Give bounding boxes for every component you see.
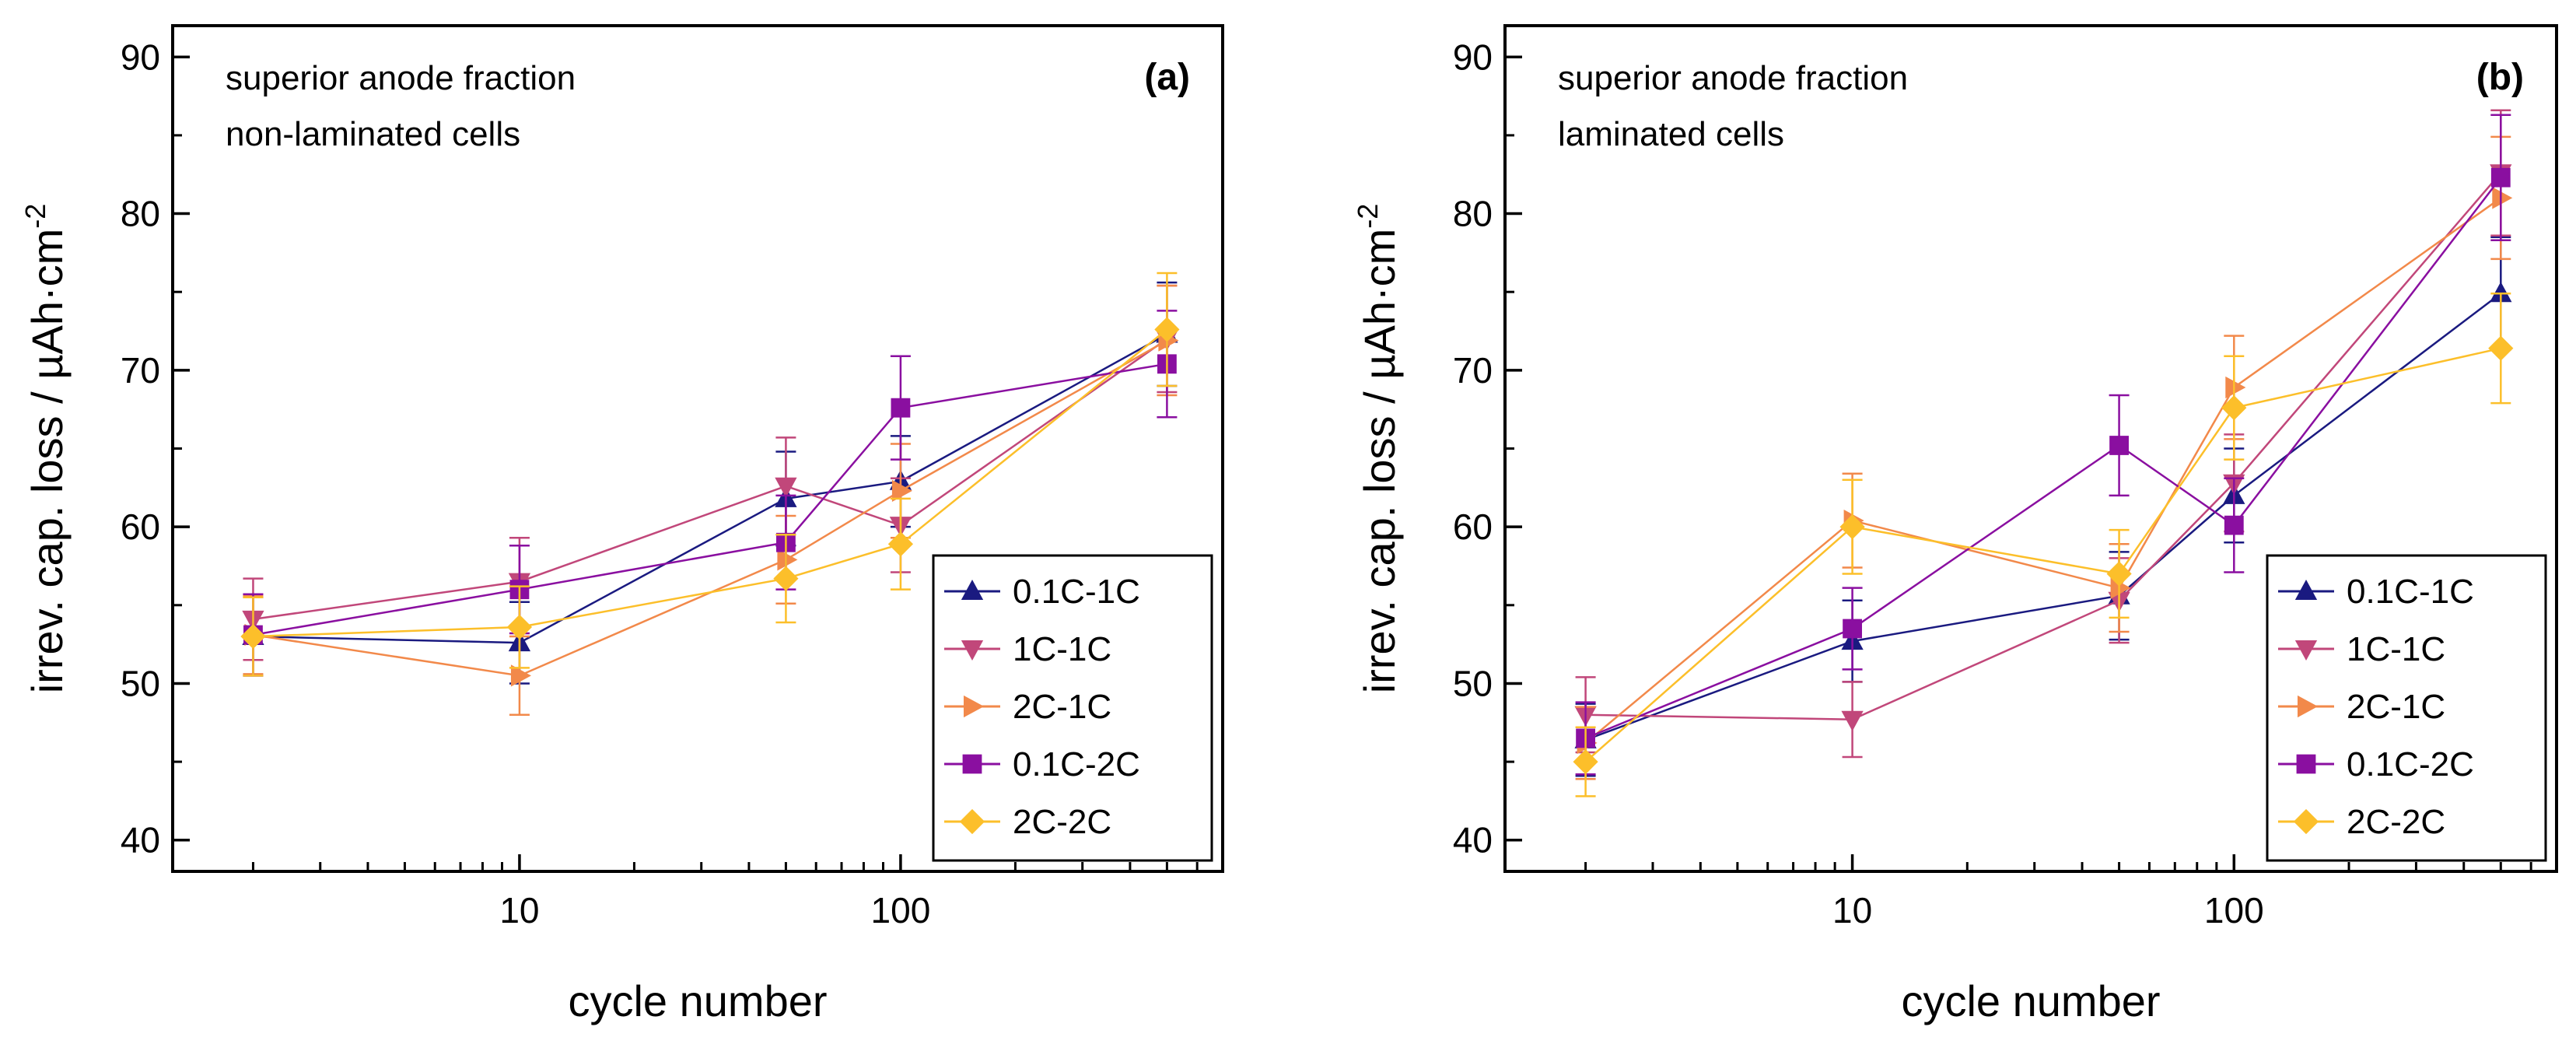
legend-item: 1C-1C [2278, 630, 2445, 668]
data-point [1573, 748, 1598, 775]
y-tick-label: 90 [1453, 37, 1493, 77]
x-axis-label: cycle number [568, 976, 827, 1025]
data-point [2490, 167, 2511, 188]
data-point [891, 479, 912, 502]
y-tick-label: 80 [1453, 194, 1493, 234]
y-axis-label-superscript: -2 [1352, 204, 1384, 229]
y-tick-label: 40 [121, 820, 160, 860]
series-2C-2C [1573, 292, 2514, 797]
data-point [2221, 395, 2247, 421]
y-tick-label: 90 [121, 37, 160, 77]
data-point [2225, 376, 2246, 399]
y-tick-label: 80 [121, 194, 160, 234]
y-axis-label-text: irrev. cap. loss / µAh·cm [1355, 229, 1404, 694]
data-point [773, 566, 799, 591]
legend-marker [959, 808, 985, 835]
legend-label: 2C-2C [2347, 803, 2445, 841]
legend-label: 2C-1C [2347, 688, 2445, 726]
data-point [1841, 710, 1864, 731]
y-tick-label: 50 [121, 663, 160, 703]
y-tick-label: 60 [1453, 506, 1493, 547]
y-axis-label-superscript: -2 [19, 204, 51, 229]
x-axis-label: cycle number [1901, 976, 2160, 1025]
y-tick-label: 70 [1453, 350, 1493, 391]
legend-item: 2C-2C [944, 803, 1111, 841]
data-point [775, 477, 797, 498]
y-tick-label: 50 [1453, 663, 1493, 703]
data-point [2492, 187, 2513, 209]
legend-item: 1C-1C [944, 630, 1111, 668]
legend-marker [962, 754, 982, 774]
legend-label: 2C-2C [1013, 803, 1111, 841]
legend-label: 1C-1C [2347, 630, 2445, 668]
legend-label: 0.1C-2C [2347, 745, 2474, 783]
series-0.1C-2C [1575, 114, 2511, 776]
y-axis-label: irrev. cap. loss / µAh·cm-2 [19, 204, 72, 694]
legend-item: 0.1C-1C [944, 573, 1140, 611]
y-tick-label: 40 [1453, 820, 1493, 860]
legend-marker [964, 695, 985, 718]
data-point [891, 398, 911, 418]
legend-marker [2294, 640, 2318, 661]
legend: 0.1C-1C 1C-1C 2C-1C 0.1C-2C 2C-2C [932, 554, 1213, 862]
legend-marker [961, 579, 984, 600]
legend-marker [2294, 579, 2318, 600]
data-point [510, 664, 531, 687]
data-point [887, 531, 914, 557]
y-tick-label: 70 [121, 350, 160, 391]
legend-marker [2293, 808, 2319, 835]
data-point [506, 614, 533, 640]
data-point [1839, 514, 1865, 540]
data-point [1843, 619, 1862, 639]
data-point [1154, 317, 1180, 342]
data-point [2224, 515, 2244, 535]
data-point [777, 549, 798, 571]
y-axis-label-text: irrev. cap. loss / µAh·cm [23, 229, 72, 694]
legend-label: 0.1C-1C [1013, 573, 1140, 611]
legend-label: 0.1C-1C [2347, 573, 2474, 611]
legend-item: 2C-1C [944, 688, 1111, 726]
data-point [2488, 335, 2514, 361]
chart-panel-a: 10 100 40 50 60 70 80 90 cycle number irrev. cap.… [19, 24, 1224, 1025]
legend-label: 0.1C-2C [1013, 745, 1140, 783]
panel-tag: (a) [1144, 57, 1190, 98]
legend-label: 1C-1C [1013, 630, 1111, 668]
x-tick-label: 100 [2204, 890, 2264, 931]
legend-item: 2C-1C [2278, 688, 2445, 726]
legend: 0.1C-1C 1C-1C 2C-1C 0.1C-2C 2C-2C [2266, 554, 2547, 862]
legend-marker [2296, 754, 2316, 774]
legend-label: 2C-1C [1013, 688, 1111, 726]
data-point [2106, 561, 2132, 587]
y-tick-label: 60 [121, 506, 160, 547]
legend-item: 2C-2C [2278, 803, 2445, 841]
panel-annotation-line: superior anode fraction [226, 59, 576, 97]
legend-marker [2298, 695, 2319, 718]
data-point [240, 623, 266, 650]
series-2C-2C [240, 272, 1180, 677]
legend-item: 0.1C-2C [2278, 745, 2474, 783]
panel-annotation-line: superior anode fraction [1558, 59, 1908, 97]
panel-tag: (b) [2476, 57, 2524, 98]
legend-marker [961, 640, 984, 661]
x-tick-label: 10 [499, 890, 539, 931]
legend-item: 0.1C-2C [944, 745, 1140, 783]
panel-annotation-line: laminated cells [1558, 115, 1784, 153]
y-axis-label: irrev. cap. loss / µAh·cm-2 [1352, 204, 1404, 694]
x-tick-label: 100 [871, 890, 931, 931]
chart-panel-b: 10 100 40 50 60 70 80 90 cycle number irrev. cap.… [1352, 24, 2558, 1025]
x-tick-label: 10 [1832, 890, 1872, 931]
legend-item: 0.1C-1C [2278, 573, 2474, 611]
panel-annotation-line: non-laminated cells [226, 115, 520, 153]
data-point [2109, 436, 2129, 455]
